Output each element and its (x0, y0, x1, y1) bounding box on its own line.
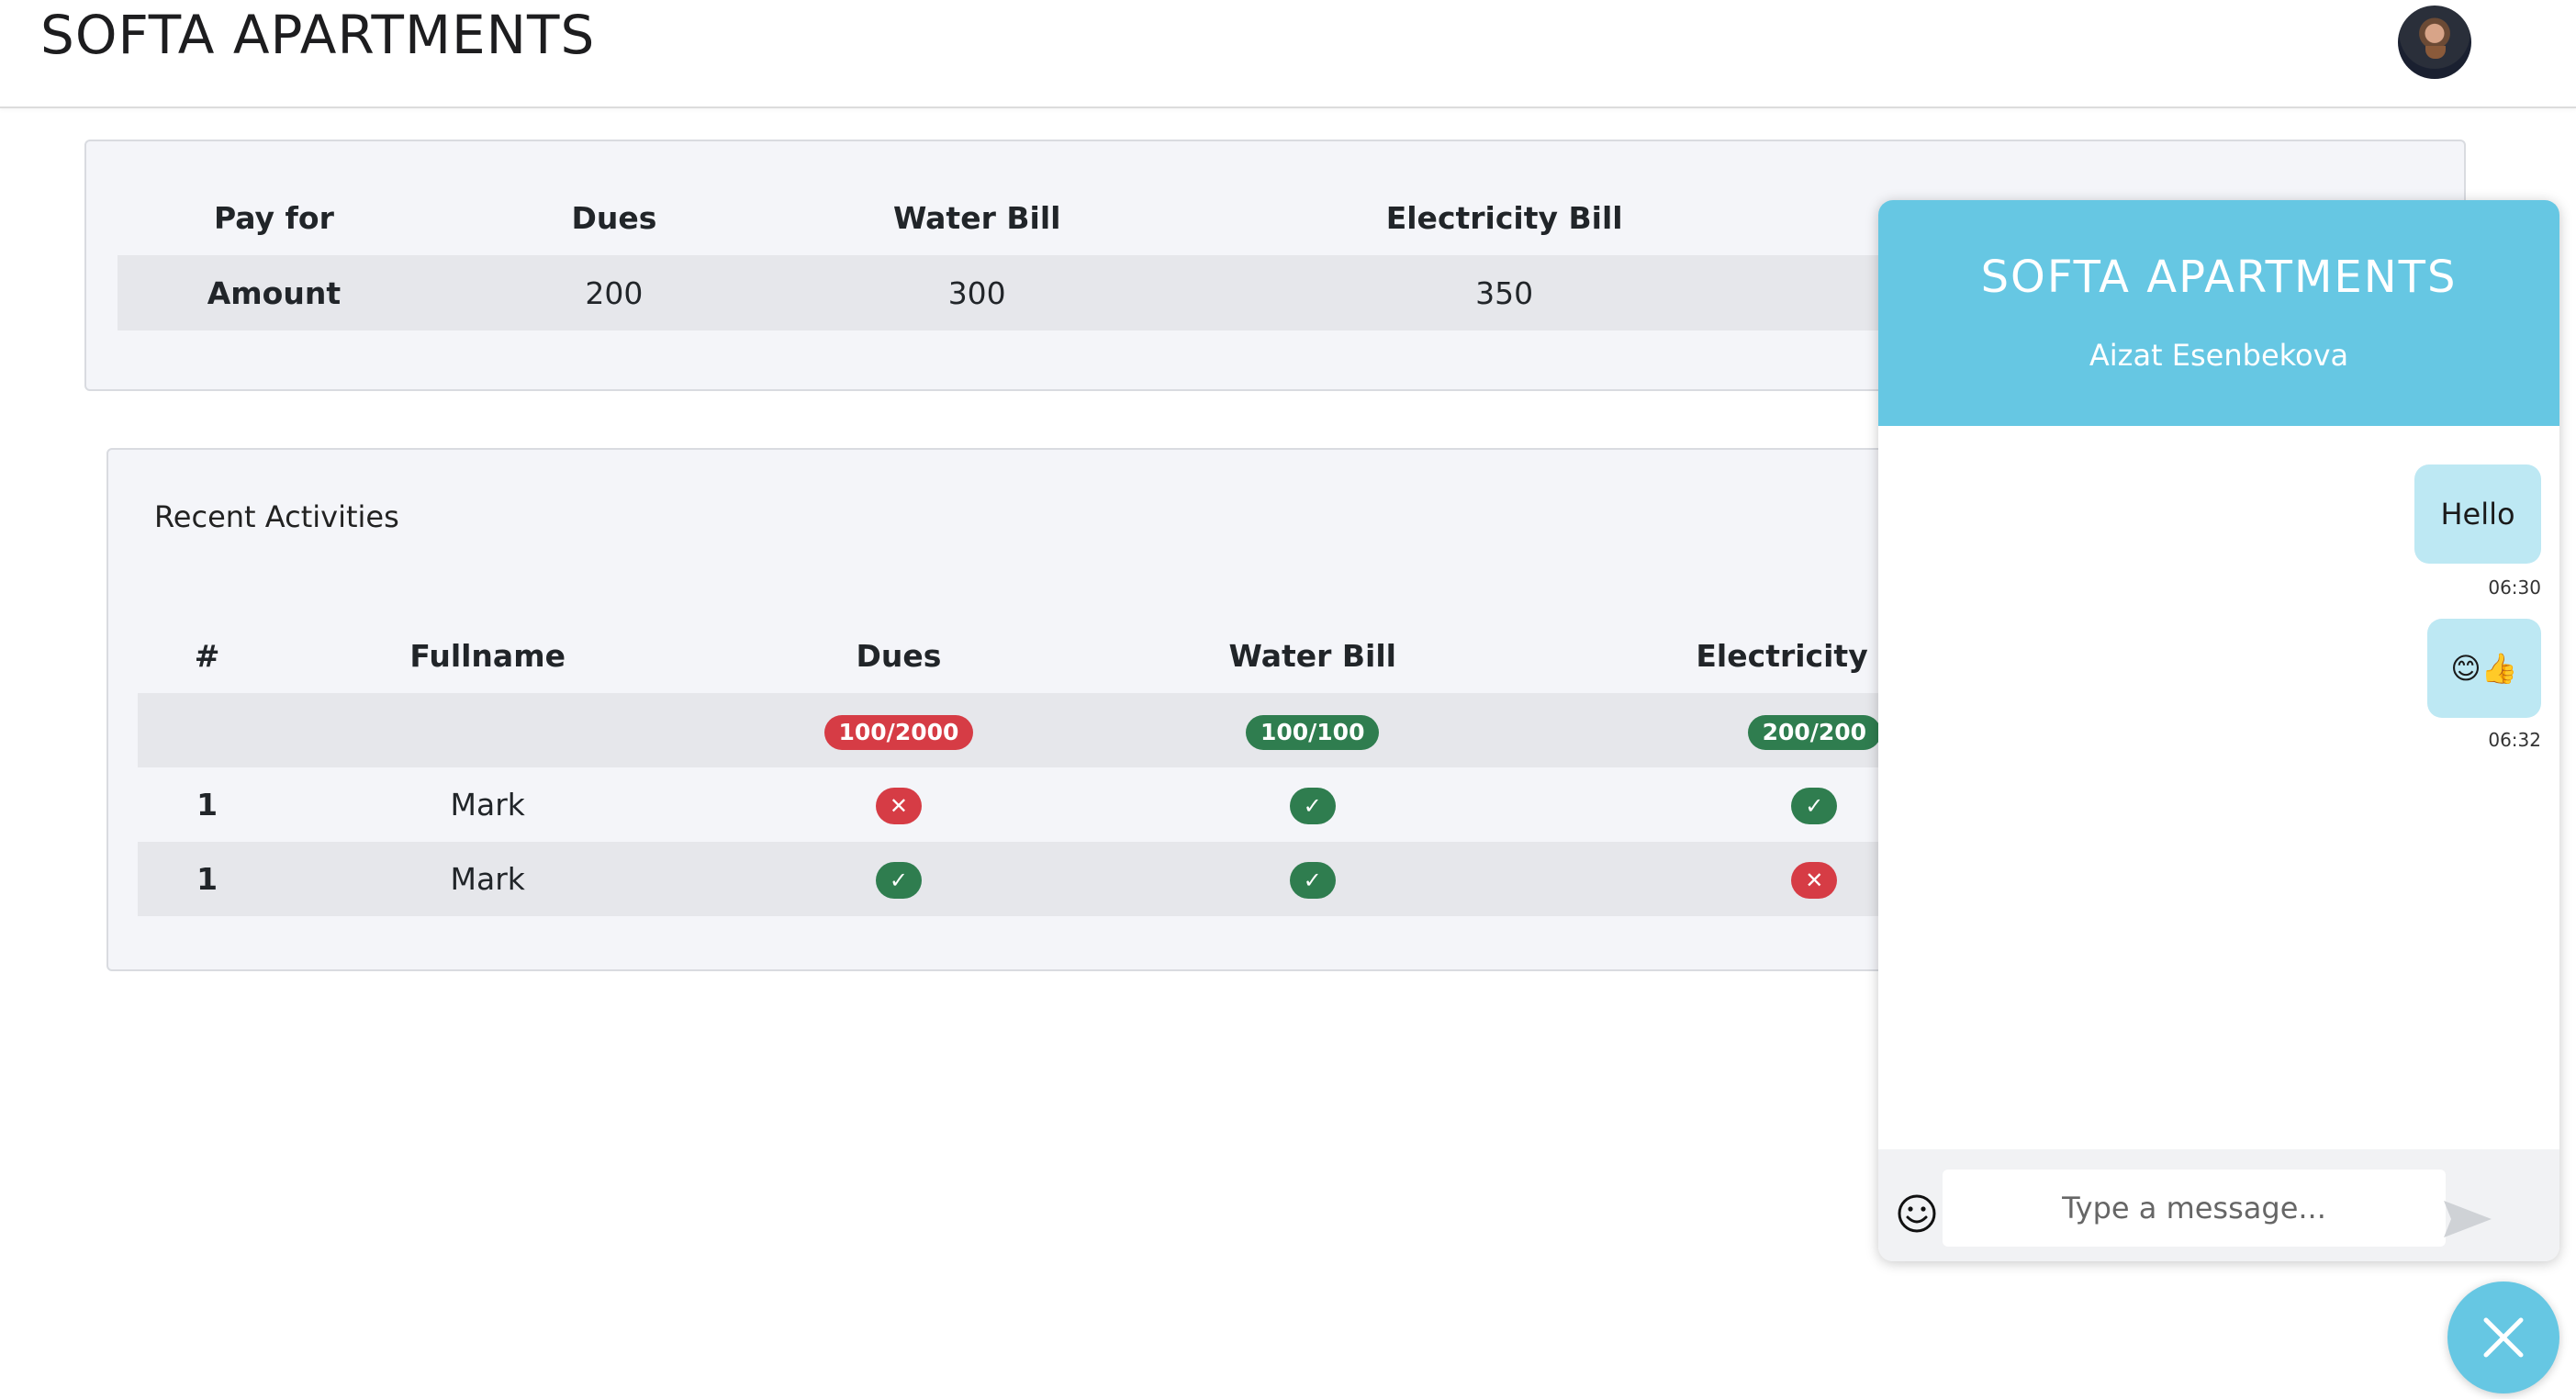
recent-activities-title: Recent Activities (154, 499, 399, 534)
summary-row: 100/2000 100/100 200/200 (138, 693, 2102, 767)
send-icon[interactable] (2442, 1197, 2495, 1241)
message-timestamp: 06:30 (2488, 576, 2541, 599)
table-row: 1 Mark ✓ ✓ ✕ (138, 842, 2102, 916)
status-badge-electricity: 200/200 (1747, 714, 1882, 750)
col-pay-for: Pay for (213, 199, 334, 236)
amount-water: 300 (947, 274, 1006, 311)
status-badge-water: 100/100 (1245, 714, 1380, 750)
paid-check-icon: ✓ (875, 862, 922, 899)
chat-message: Hello (2414, 464, 2541, 564)
amount-electricity: 350 (1475, 274, 1534, 311)
col-water-bill: Water Bill (892, 199, 1061, 236)
col-fullname: Fullname (409, 638, 566, 674)
row-number: 1 (196, 787, 218, 823)
chat-header: SOFTA APARTMENTS Aizat Esenbekova (1878, 200, 2559, 426)
paid-check-icon: ✓ (1791, 788, 1838, 824)
top-navbar: SOFTA APARTMENTS (0, 0, 2576, 108)
row-fullname: Mark (450, 787, 525, 823)
chat-message: 😊👍 (2427, 619, 2541, 718)
activities-table: # Fullname Dues Water Bill Electricity B… (138, 619, 2102, 916)
recent-activities-card: Recent Activities # Fullname Dues Water … (106, 448, 2102, 971)
col-dues: Dues (571, 199, 657, 236)
chat-title: SOFTA APARTMENTS (1980, 252, 2458, 303)
unpaid-icon: ✕ (875, 788, 922, 824)
chat-widget: SOFTA APARTMENTS Aizat Esenbekova Hello … (1878, 200, 2559, 1261)
brand-title[interactable]: SOFTA APARTMENTS (40, 4, 596, 66)
paid-check-icon: ✓ (1289, 862, 1336, 899)
paid-check-icon: ✓ (1289, 788, 1336, 824)
col-water-bill: Water Bill (1228, 638, 1396, 674)
chat-contact-name: Aizat Esenbekova (2089, 338, 2349, 373)
chat-composer (1878, 1149, 2559, 1261)
close-chat-button[interactable] (2447, 1281, 2559, 1393)
message-input[interactable] (1943, 1170, 2446, 1247)
row-number: 1 (196, 861, 218, 897)
row-fullname: Mark (450, 861, 525, 897)
status-badge-dues: 100/2000 (823, 714, 974, 750)
close-icon (2483, 1317, 2524, 1358)
col-electricity-bill: Electricity Bill (1385, 199, 1623, 236)
col-index: # (194, 638, 220, 674)
message-timestamp: 06:32 (2488, 729, 2541, 751)
unpaid-icon: ✕ (1791, 862, 1838, 899)
payment-table: Pay for Dues Water Bill Electricity Bill… (118, 180, 2229, 330)
table-row: 1 Mark ✕ ✓ ✓ (138, 767, 2102, 842)
row-label-amount: Amount (207, 274, 342, 311)
amount-dues: 200 (585, 274, 644, 311)
col-dues: Dues (856, 638, 942, 674)
user-avatar[interactable] (2398, 6, 2471, 79)
emoji-icon[interactable] (1897, 1193, 1937, 1234)
